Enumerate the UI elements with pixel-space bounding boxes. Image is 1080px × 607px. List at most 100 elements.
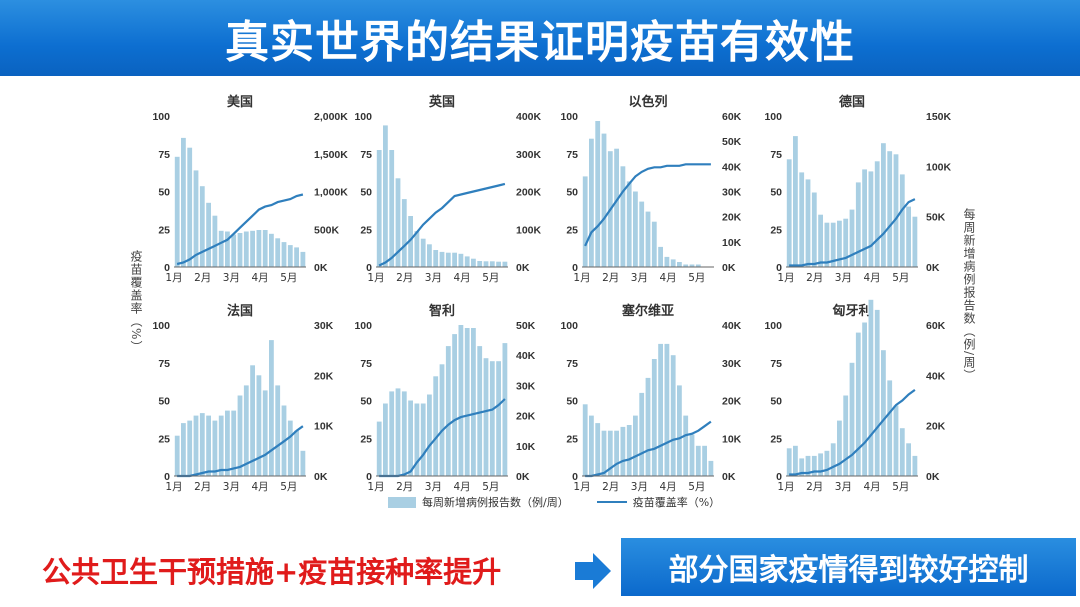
- case-bar: [408, 216, 413, 267]
- case-bar: [389, 150, 395, 267]
- case-bar: [445, 346, 451, 476]
- case-bar: [256, 375, 262, 476]
- case-bar: [477, 346, 483, 476]
- x-tick-label: 3月: [631, 481, 648, 493]
- case-bar: [174, 156, 180, 267]
- case-bar: [458, 253, 464, 267]
- right-tick-label: 150K: [926, 111, 952, 123]
- right-tick-label: 50K: [722, 136, 742, 148]
- right-tick-label: 50K: [926, 212, 946, 224]
- case-bar: [683, 415, 689, 476]
- coverage-line: [789, 389, 916, 476]
- case-bar: [389, 391, 395, 476]
- coverage-line: [176, 193, 304, 266]
- right-tick-label: 100K: [516, 224, 542, 236]
- left-tick-label: 25: [360, 433, 372, 445]
- case-bar: [849, 209, 855, 267]
- right-tick-label: 20K: [314, 370, 334, 382]
- case-bar: [639, 201, 645, 267]
- case-bar: [483, 358, 489, 476]
- left-tick-label: 100: [152, 320, 170, 332]
- case-bar: [793, 445, 798, 476]
- case-bar: [199, 186, 205, 267]
- case-bar: [702, 445, 707, 476]
- case-bar: [237, 233, 243, 267]
- x-tick-label: 4月: [863, 272, 880, 284]
- left-tick-label: 100: [560, 320, 578, 332]
- case-bar: [893, 405, 899, 476]
- case-bar: [489, 361, 495, 476]
- case-bar: [269, 233, 274, 267]
- case-bar: [874, 161, 880, 267]
- legend-line-label: 疫苗覆盖率（%）: [632, 496, 721, 509]
- case-bar: [695, 445, 701, 476]
- coverage-line: [584, 163, 711, 247]
- right-tick-label: 40K: [722, 320, 742, 332]
- case-bar: [849, 362, 855, 477]
- case-bar: [477, 261, 483, 267]
- right-axis-label: 每周新增病例报告数（例/周）: [962, 208, 976, 383]
- right-tick-label: 10K: [314, 421, 334, 433]
- coverage-line: [585, 420, 712, 478]
- x-tick-label: 1月: [777, 481, 794, 493]
- case-bar: [689, 434, 695, 476]
- left-tick-label: 50: [360, 187, 372, 199]
- right-tick-label: 60K: [926, 320, 946, 332]
- x-tick-label: 5月: [280, 481, 297, 493]
- measures-text: 公共卫生干预措施+疫苗接种率提升: [42, 555, 502, 589]
- case-bar: [427, 394, 432, 476]
- case-bar: [287, 420, 293, 476]
- left-tick-label: 25: [566, 433, 578, 445]
- case-bar: [502, 261, 508, 267]
- chart-title: 美国: [227, 94, 253, 110]
- case-bar: [212, 420, 218, 476]
- case-bar: [868, 299, 874, 476]
- legend-bar-label: 每周新增病例报告数（例/周）: [422, 496, 569, 509]
- left-tick-label: 75: [770, 149, 782, 161]
- case-bar: [855, 182, 861, 267]
- case-bar: [906, 443, 911, 476]
- case-bar: [670, 355, 676, 476]
- x-tick-label: 4月: [863, 481, 880, 493]
- right-tick-label: 1,000K: [314, 187, 348, 199]
- case-bar: [243, 231, 249, 267]
- chart-title: 德国: [839, 94, 865, 110]
- result-box: 部分国家疫情得到较好控制: [621, 538, 1076, 596]
- left-axis-label: 疫苗覆盖率（%）: [129, 250, 143, 354]
- case-bar: [786, 159, 792, 267]
- case-bar: [187, 420, 193, 476]
- case-bar: [458, 325, 464, 476]
- case-bar: [287, 245, 293, 267]
- case-bar: [262, 230, 268, 267]
- case-bar: [199, 413, 205, 476]
- x-tick-label: 2月: [194, 272, 211, 284]
- left-tick-label: 50: [770, 187, 782, 199]
- x-tick-label: 1月: [777, 272, 794, 284]
- left-tick-label: 100: [354, 111, 372, 123]
- left-tick-label: 50: [566, 187, 578, 199]
- case-bar: [589, 138, 594, 267]
- legend-bar-swatch: [388, 496, 416, 508]
- right-tick-label: 10K: [722, 433, 742, 445]
- left-tick-label: 100: [560, 111, 578, 123]
- case-bar: [645, 377, 651, 477]
- x-tick-label: 2月: [396, 481, 413, 493]
- chart-title: 法国: [227, 303, 253, 319]
- case-bar: [626, 181, 632, 267]
- case-bar: [231, 234, 237, 267]
- left-tick-label: 0: [572, 262, 578, 274]
- case-bar: [595, 423, 601, 476]
- case-bar: [427, 244, 432, 267]
- case-bar: [395, 178, 401, 267]
- case-bar: [658, 343, 663, 476]
- right-tick-label: 0K: [314, 471, 328, 483]
- case-bar: [811, 192, 817, 267]
- case-bar: [408, 400, 413, 476]
- case-bar: [633, 415, 638, 476]
- left-tick-label: 25: [158, 433, 170, 445]
- case-bar: [174, 435, 180, 476]
- left-tick-label: 50: [360, 396, 372, 408]
- case-bar: [799, 458, 805, 476]
- x-tick-label: 5月: [482, 481, 499, 493]
- case-bar: [837, 420, 842, 476]
